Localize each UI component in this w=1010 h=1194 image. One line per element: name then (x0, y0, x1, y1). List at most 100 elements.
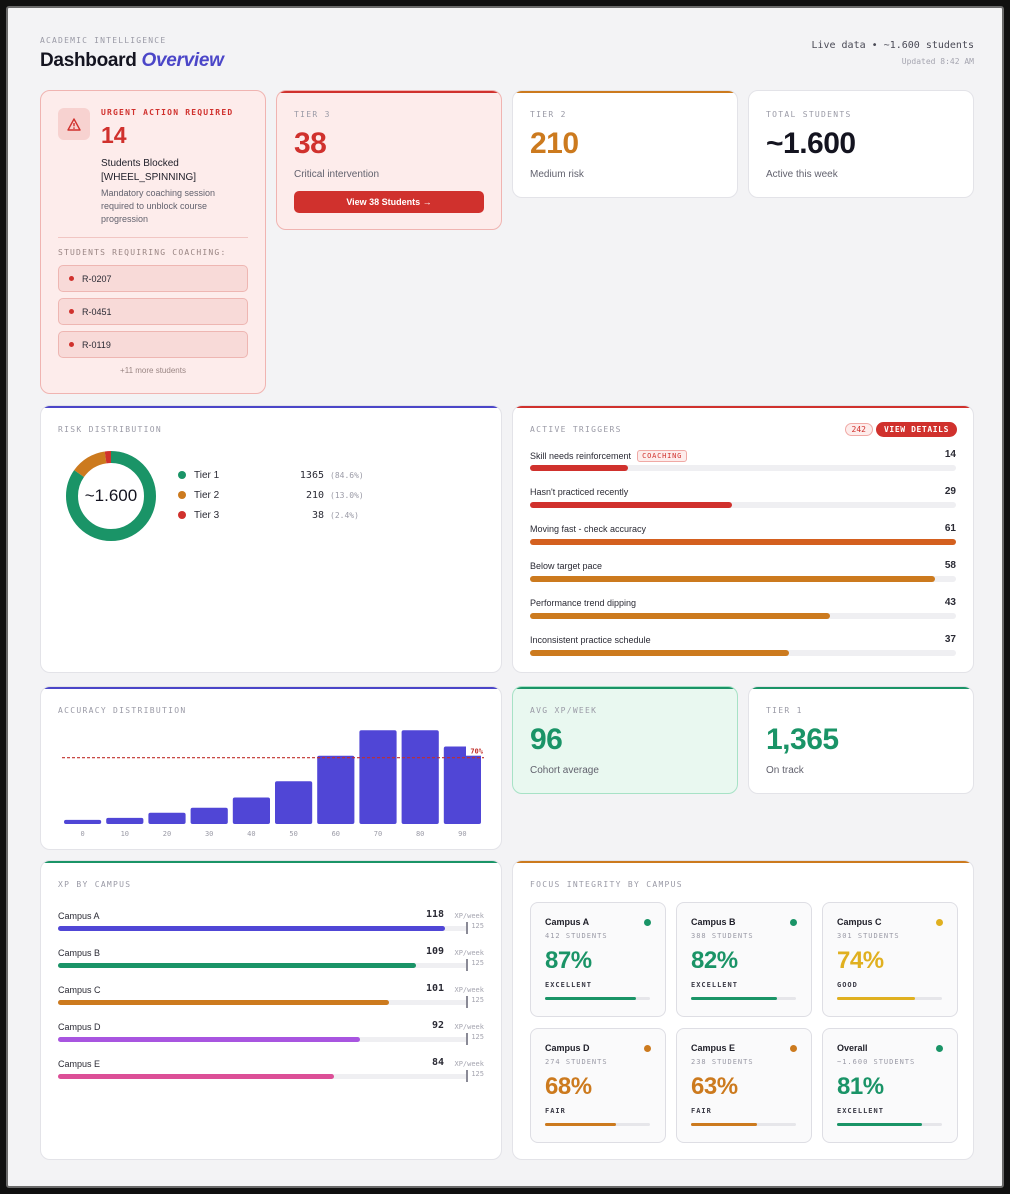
xp-max-label: 125 (471, 959, 484, 967)
tile-bar-fill (691, 1123, 758, 1126)
tile-percentage: 68% (545, 1073, 592, 1100)
student-item[interactable]: R-0207 (58, 265, 248, 292)
status-dot (790, 1045, 797, 1052)
legend-swatch (178, 471, 186, 479)
status-dot (936, 919, 943, 926)
coaching-badge: COACHING (637, 450, 688, 462)
legend-count: 210 (305, 489, 324, 501)
trigger-bar-fill (530, 650, 789, 656)
xp-unit: XP/week (454, 949, 484, 957)
tile-grade: GOOD (837, 981, 858, 989)
trigger-name-text: Skill needs reinforcement (530, 451, 632, 461)
card-accent-line (41, 687, 501, 689)
tier1-card: TIER 1 1,365 On track (748, 686, 974, 794)
risk-label: RISK DISTRIBUTION (58, 425, 162, 434)
legend-pct: (84.6%) (330, 470, 364, 480)
tile-campus-name: Campus A (545, 917, 590, 927)
trigger-row[interactable]: Performance trend dipping 43 (530, 597, 956, 628)
divider (58, 237, 248, 238)
xp-max-marker (466, 1070, 468, 1082)
trigger-bar-fill (530, 502, 733, 508)
xp-campus-row: Campus C 101 XP/week 125 (58, 983, 484, 1015)
tile-grade: FAIR (691, 1107, 712, 1115)
trigger-row[interactable]: Below target pace 58 (530, 560, 956, 591)
legend-row-tier1: Tier 1 1365 (84.6%) (178, 467, 368, 483)
xp-bar-fill (58, 1000, 390, 1005)
legend-row-tier3: Tier 3 38 (2.4%) (178, 507, 368, 523)
focus-tile[interactable]: Campus A 412 STUDENTS 87% EXCELLENT (530, 902, 666, 1017)
tile-percentage: 63% (691, 1073, 738, 1100)
xp-max-label: 125 (471, 996, 484, 1004)
trigger-bar-fill (530, 576, 936, 582)
legend-count: 1365 (299, 469, 324, 481)
risk-donut-chart (66, 451, 156, 541)
x-tick-label: 0 (80, 830, 84, 838)
page-title-main: Dashboard (40, 50, 137, 71)
xp-bar-track (58, 1074, 468, 1079)
total-students-card: TOTAL STUDENTS ~1.600 Active this week (748, 90, 974, 198)
tier2-card: TIER 2 210 Medium risk (512, 90, 738, 198)
focus-tile[interactable]: Campus B 388 STUDENTS 82% EXCELLENT (676, 902, 812, 1017)
trigger-name-text: Performance trend dipping (530, 598, 637, 608)
campus-name: Campus A (58, 911, 100, 921)
focus-tile[interactable]: Overall ~1.600 STUDENTS 81% EXCELLENT (822, 1028, 958, 1143)
trigger-row[interactable]: Moving fast - check accuracy 61 (530, 523, 956, 554)
tile-student-count: 301 STUDENTS (837, 932, 900, 940)
tile-bar-track (837, 997, 942, 1000)
xp-max-marker (466, 959, 468, 971)
more-students-link[interactable]: +11 more students (120, 366, 186, 375)
tile-campus-name: Campus C (837, 917, 882, 927)
tile-bar-track (837, 1123, 942, 1126)
accuracy-bar (443, 746, 481, 824)
view-tier3-students-button[interactable]: View 38 Students → (294, 191, 484, 213)
legend-name: Tier 1 (194, 469, 220, 481)
focus-tile[interactable]: Campus D 274 STUDENTS 68% FAIR (530, 1028, 666, 1143)
x-tick-label: 20 (163, 830, 171, 838)
tier3-value: 38 (294, 127, 327, 160)
trigger-name: Skill needs reinforcement COACHING (530, 450, 688, 462)
trigger-bar-track (530, 539, 956, 545)
legend-pct: (2.4%) (330, 510, 359, 520)
trigger-bar-track (530, 613, 956, 619)
trigger-row[interactable]: Skill needs reinforcement COACHING 14 (530, 449, 956, 480)
xp-bar-fill (58, 1074, 334, 1079)
accuracy-bar-chart: 0 10 20 30 40 50 60 70 80 90 70% (62, 730, 484, 838)
accuracy-bar (232, 797, 270, 824)
trigger-row[interactable]: Hasn't practiced recently 29 (530, 486, 956, 517)
trigger-row[interactable]: Inconsistent practice schedule 37 (530, 634, 956, 665)
header-status: Live data • ~1.600 students Updated 8:42… (811, 40, 974, 66)
coaching-list-label: STUDENTS REQUIRING COACHING: (58, 248, 227, 257)
xp-max-marker (466, 922, 468, 934)
campus-xp-value: 101 (425, 983, 444, 994)
card-accent-line (41, 406, 501, 408)
xp-unit: XP/week (454, 1060, 484, 1068)
status-dot (69, 309, 74, 314)
student-item[interactable]: R-0451 (58, 298, 248, 325)
total-value: ~1.600 (766, 127, 856, 160)
tier3-sub: Critical intervention (294, 169, 380, 180)
avgxp-value: 96 (530, 723, 563, 756)
tile-student-count: 412 STUDENTS (545, 932, 608, 940)
focus-tile[interactable]: Campus C 301 STUDENTS 74% GOOD (822, 902, 958, 1017)
tile-bar-fill (837, 997, 915, 1000)
xp-bar-fill (58, 963, 416, 968)
trigger-bar-track (530, 465, 956, 471)
page-title: Dashboard Overview (40, 50, 974, 72)
urgent-action-card: URGENT ACTION REQUIRED 14 Students Block… (40, 90, 266, 394)
tile-student-count: ~1.600 STUDENTS (837, 1058, 916, 1066)
status-dot (69, 276, 74, 281)
tile-percentage: 87% (545, 947, 592, 974)
accuracy-bar (64, 819, 102, 824)
student-item[interactable]: R-0119 (58, 331, 248, 358)
trigger-name: Inconsistent practice schedule (530, 635, 651, 645)
legend-swatch (178, 491, 186, 499)
campus-xp-value: 92 (431, 1020, 444, 1031)
trigger-name-text: Hasn't practiced recently (530, 487, 629, 497)
xp-bar-track (58, 926, 468, 931)
xp-unit: XP/week (454, 912, 484, 920)
view-details-button[interactable]: VIEW DETAILS (876, 422, 957, 437)
focus-tile[interactable]: Campus E 238 STUDENTS 63% FAIR (676, 1028, 812, 1143)
x-tick-label: 30 (205, 830, 213, 838)
tile-bar-track (691, 997, 796, 1000)
xp-campus-row: Campus D 92 XP/week 125 (58, 1020, 484, 1052)
